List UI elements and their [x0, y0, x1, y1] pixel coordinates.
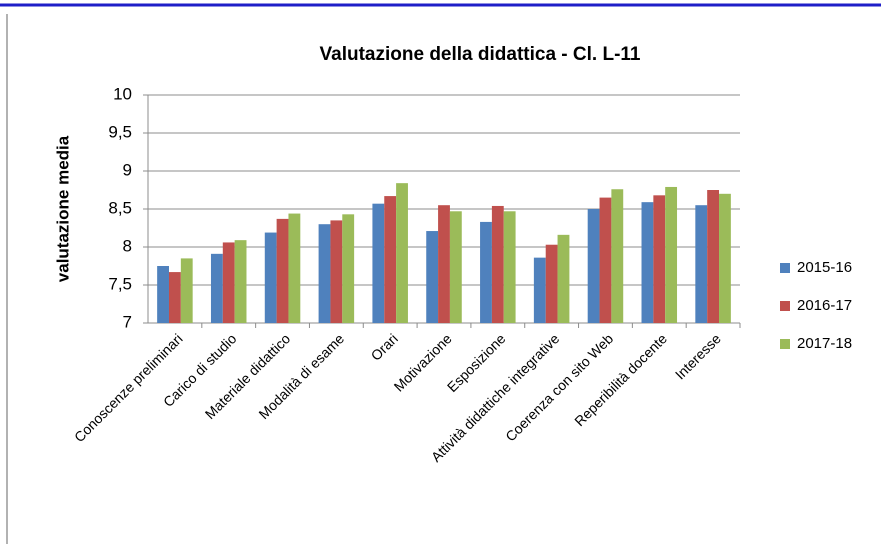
- y-tick-label: 10: [113, 84, 132, 103]
- bar: [168, 272, 181, 323]
- bar: [426, 231, 439, 323]
- bar: [480, 221, 492, 323]
- bar: [653, 195, 666, 323]
- chart-title: Valutazione della didattica - Cl. L-11: [320, 44, 641, 65]
- bar: [396, 183, 408, 323]
- bar: [599, 197, 612, 323]
- bar: [276, 218, 289, 323]
- bar: [665, 186, 678, 323]
- bar: [157, 266, 169, 323]
- bar: [288, 213, 301, 323]
- y-tick-label: 9,5: [108, 122, 132, 141]
- y-tick-label: 8: [123, 236, 132, 255]
- bar: [180, 258, 193, 323]
- bar: [503, 211, 516, 323]
- bar: [545, 244, 558, 323]
- y-tick-label: 9: [123, 160, 132, 179]
- y-axis-label: valutazione media: [53, 135, 72, 282]
- y-tick-label: 7,5: [108, 274, 132, 293]
- bar: [641, 202, 654, 323]
- bar: [491, 205, 504, 323]
- y-tick-label: 7: [123, 312, 132, 331]
- bar: [587, 209, 600, 323]
- bar: [533, 257, 546, 323]
- bar: [557, 234, 570, 323]
- bar: [342, 214, 355, 323]
- bar: [611, 189, 624, 323]
- bar: [222, 242, 235, 323]
- legend-swatch: [780, 263, 790, 273]
- legend-swatch: [780, 339, 790, 349]
- legend-label: 2017-18: [797, 335, 852, 352]
- bar: [707, 190, 720, 323]
- bar: [719, 193, 731, 323]
- legend-label: 2015-16: [797, 259, 852, 276]
- bar: [384, 196, 397, 323]
- bar: [695, 205, 708, 323]
- bar: [318, 224, 331, 323]
- bar: [330, 220, 343, 323]
- legend-label: 2016-17: [797, 297, 852, 314]
- y-tick-label: 8,5: [108, 198, 132, 217]
- bar: [264, 232, 277, 323]
- bar: [449, 211, 462, 323]
- legend-swatch: [780, 301, 790, 311]
- bar: [210, 253, 223, 323]
- bar: [234, 240, 247, 323]
- bar: [372, 203, 385, 323]
- bar: [438, 205, 450, 323]
